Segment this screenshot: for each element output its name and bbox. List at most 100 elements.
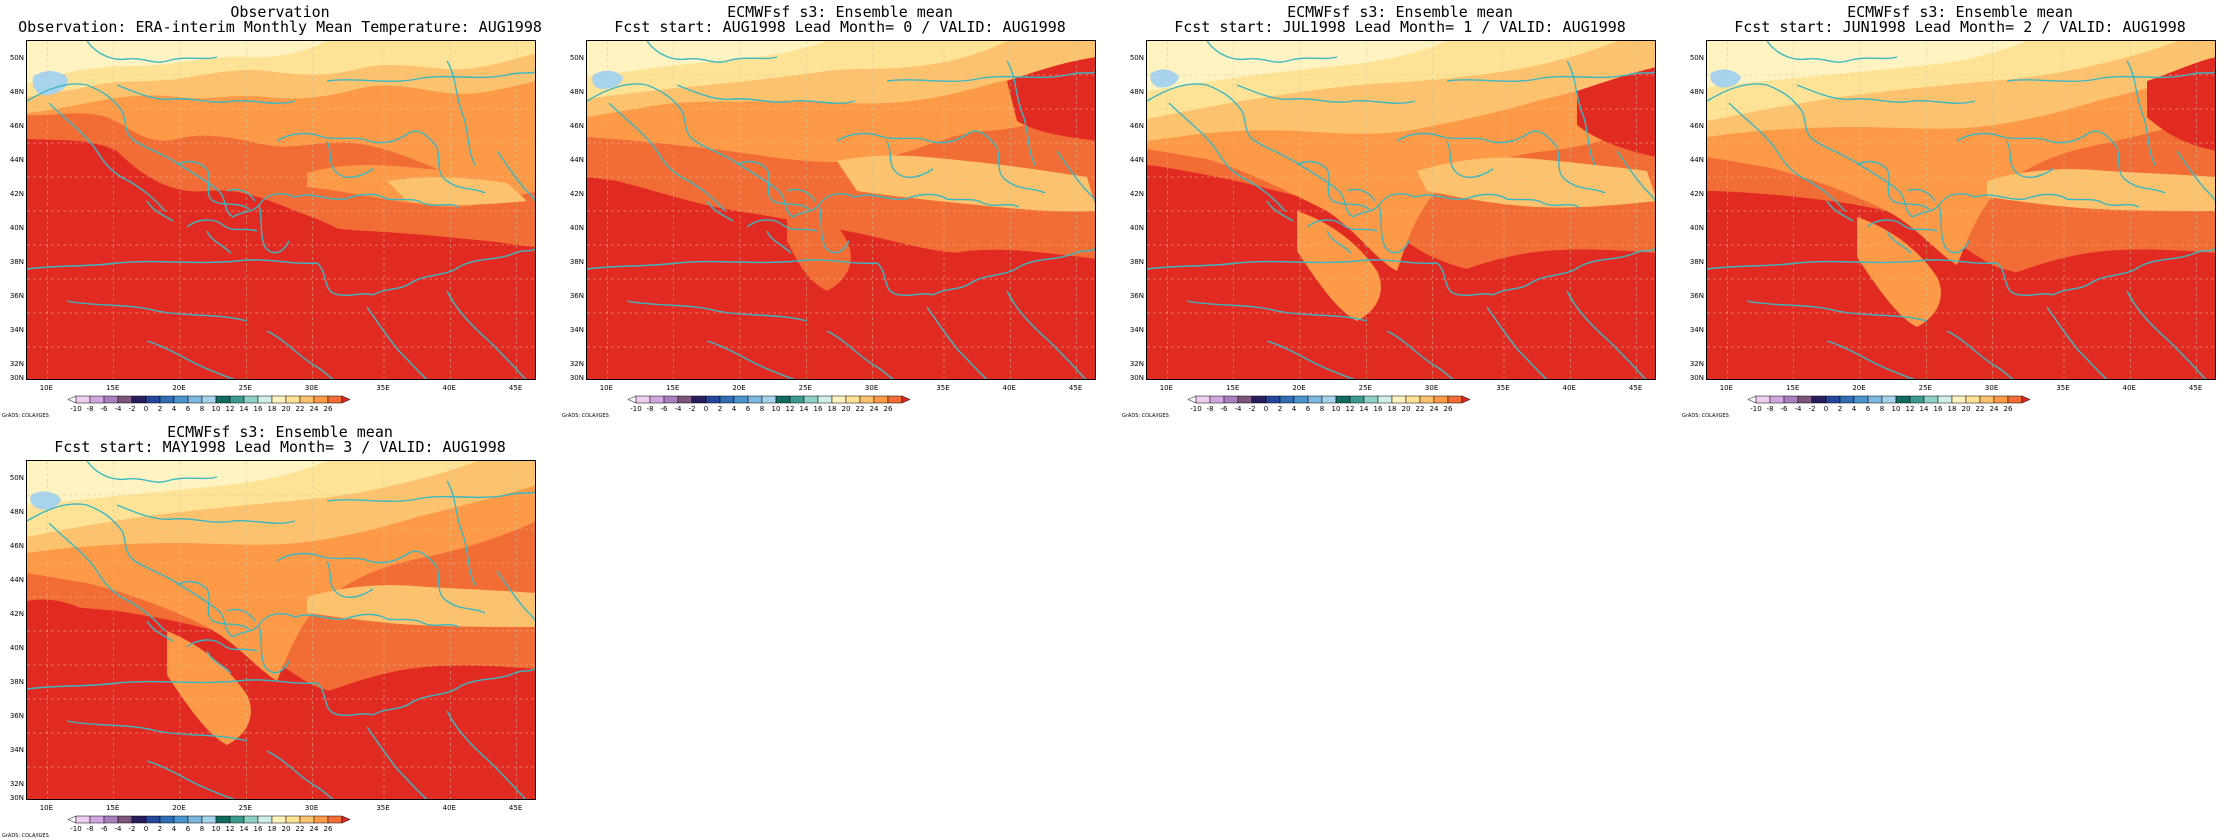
colorbar-label: 8	[760, 405, 764, 413]
map-canvas	[27, 461, 535, 799]
colorbar-label: -6	[1781, 405, 1789, 413]
longitude-label: 25E	[1358, 384, 1372, 392]
colorbar-swatch	[775, 395, 791, 404]
longitude-label: 20E	[732, 384, 746, 392]
colorbar-label: 10	[1332, 405, 1341, 413]
coastline	[366, 726, 428, 799]
colorbar-label: 10	[212, 405, 221, 413]
panel-observation: Observation Observation: ERA-interim Mon…	[0, 0, 560, 420]
longitude-label: 45E	[508, 804, 523, 812]
colorbar-arrow-high	[1461, 395, 1471, 404]
colorbar-label: 14	[240, 825, 249, 833]
colorbar-swatch	[145, 395, 161, 404]
colorbar-swatch	[1293, 395, 1309, 404]
colorbar-label: -6	[661, 405, 669, 413]
latitude-label: 44N	[9, 576, 24, 584]
coastline	[587, 259, 878, 270]
colorbar-arrow-high	[341, 395, 351, 404]
colorbar-label: 24	[310, 825, 319, 833]
colorbar-label: 24	[1430, 405, 1439, 413]
temperature-contour	[1577, 67, 1655, 157]
colorbar-swatch	[2007, 395, 2023, 404]
latitude-label: 48N	[9, 508, 24, 516]
latitude-label: 50N	[9, 474, 24, 482]
coastline	[1938, 204, 1970, 254]
colorbar-swatch	[131, 395, 147, 404]
coastline	[587, 83, 794, 218]
colorbar-label: -2	[1809, 405, 1816, 413]
panel-title: Observation	[230, 3, 330, 21]
temperature-contour	[1857, 217, 1941, 327]
coastline	[1566, 290, 1647, 379]
colorbar-label: -6	[101, 825, 109, 833]
colorbar-label: 20	[282, 825, 291, 833]
colorbar-swatch	[131, 815, 147, 824]
colorbar-label: 16	[254, 405, 263, 413]
colorbar-label: 22	[1976, 405, 1985, 413]
coastline	[344, 193, 460, 208]
colorbar-label: 16	[814, 405, 823, 413]
colorbar-swatch	[705, 395, 721, 404]
coastline	[226, 608, 256, 622]
coastline	[1326, 230, 1352, 254]
colorbar-label: -2	[1249, 405, 1256, 413]
longitude-label: 40E	[1002, 384, 1016, 392]
coastline	[1856, 160, 1930, 210]
colorbar: -10 -8 -6 -4 -2 0 2 4 6 8 10 12 14 16 18 20 22 24 26 GrADS:…	[2, 395, 536, 419]
latitude-label: 48N	[1129, 88, 1144, 96]
coastline	[1886, 230, 1912, 254]
colorbar-swatch	[1825, 395, 1841, 404]
colorbar-label: -4	[115, 405, 123, 413]
colorbar-label: 0	[704, 405, 708, 413]
colorbar-swatch	[271, 815, 287, 824]
colorbar-label: 2	[1838, 405, 1842, 413]
latitude-label: 42N	[1129, 190, 1144, 198]
latitude-label: 42N	[9, 610, 24, 618]
panel-subtitle: Observation: ERA-interim Monthly Mean Te…	[18, 18, 542, 36]
coastline	[676, 84, 856, 104]
colorbar-label: 12	[226, 825, 235, 833]
coastline	[48, 102, 166, 212]
colorbar-arrow-low	[1187, 395, 1197, 404]
coastline	[1766, 41, 1898, 63]
latitude-label: 40N	[9, 644, 24, 652]
colorbar-swatch	[187, 815, 203, 824]
coastline	[2126, 290, 2207, 379]
coastline	[706, 200, 734, 222]
longitude-label: 25E	[1918, 384, 1932, 392]
coastline	[746, 219, 818, 232]
coastline	[1352, 193, 1466, 218]
temperature-contour	[167, 631, 251, 745]
colorbar-swatch	[89, 395, 105, 404]
colorbar-label: -10	[630, 405, 641, 413]
coastline	[886, 140, 934, 179]
colorbar-swatch	[299, 395, 315, 404]
coastline	[27, 83, 234, 218]
coastline	[1186, 300, 1368, 322]
coastline	[408, 550, 486, 614]
grads-credit: GrADS: COLA/IGES	[1122, 413, 1169, 419]
coastline	[326, 140, 374, 179]
temperature-contour	[1147, 211, 1655, 379]
colorbar-swatch	[145, 815, 161, 824]
coastline	[372, 668, 535, 716]
temperature-contour	[587, 211, 1095, 379]
colorbar-swatch	[1923, 395, 1939, 404]
latitude-label: 36N	[569, 292, 584, 300]
colorbar-swatch	[1265, 395, 1281, 404]
colorbar-swatch	[1279, 395, 1295, 404]
coastline	[1826, 340, 1916, 379]
colorbar-label: -8	[87, 405, 94, 413]
coastline	[1566, 60, 1596, 166]
coastline	[886, 71, 1095, 83]
temperature-contour	[32, 71, 68, 96]
colorbar-swatch	[229, 395, 245, 404]
colorbar-swatch	[89, 815, 105, 824]
colorbar-swatch	[873, 395, 889, 404]
colorbar-swatch	[845, 395, 861, 404]
coastline	[446, 60, 476, 166]
coastline	[1306, 219, 1378, 232]
colorbar-swatch	[747, 395, 763, 404]
coastline	[2088, 130, 2166, 194]
temperature-contour	[307, 585, 535, 627]
